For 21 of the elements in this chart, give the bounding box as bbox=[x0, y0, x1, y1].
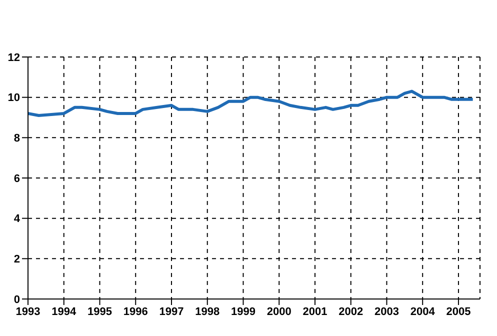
x-tick-label: 2004 bbox=[410, 306, 436, 318]
x-tick-label: 2002 bbox=[338, 306, 364, 318]
x-tick-label: 1996 bbox=[123, 306, 148, 318]
x-tick-label: 1998 bbox=[195, 306, 220, 318]
x-tick-label: 1995 bbox=[88, 306, 112, 318]
x-tick-label: 2001 bbox=[302, 306, 328, 318]
y-tick-label: 8 bbox=[14, 132, 20, 145]
y-tick-label: 0 bbox=[14, 294, 20, 306]
x-tick-label: 1993 bbox=[16, 306, 40, 318]
x-tick-label: 2003 bbox=[374, 306, 399, 318]
x-tick-label: 2000 bbox=[266, 306, 292, 318]
x-tick-label: 2005 bbox=[446, 306, 471, 318]
x-tick-label: 1999 bbox=[230, 306, 256, 318]
y-tick-label: 2 bbox=[14, 254, 20, 266]
y-tick-label: 12 bbox=[8, 52, 20, 64]
y-tick-label: 10 bbox=[8, 92, 20, 104]
x-tick-label: 1997 bbox=[159, 306, 184, 318]
y-tick-label: 4 bbox=[14, 213, 21, 226]
y-tick-label: 6 bbox=[14, 172, 20, 185]
line-series bbox=[28, 90, 474, 117]
x-tick-label: 1994 bbox=[52, 306, 77, 318]
